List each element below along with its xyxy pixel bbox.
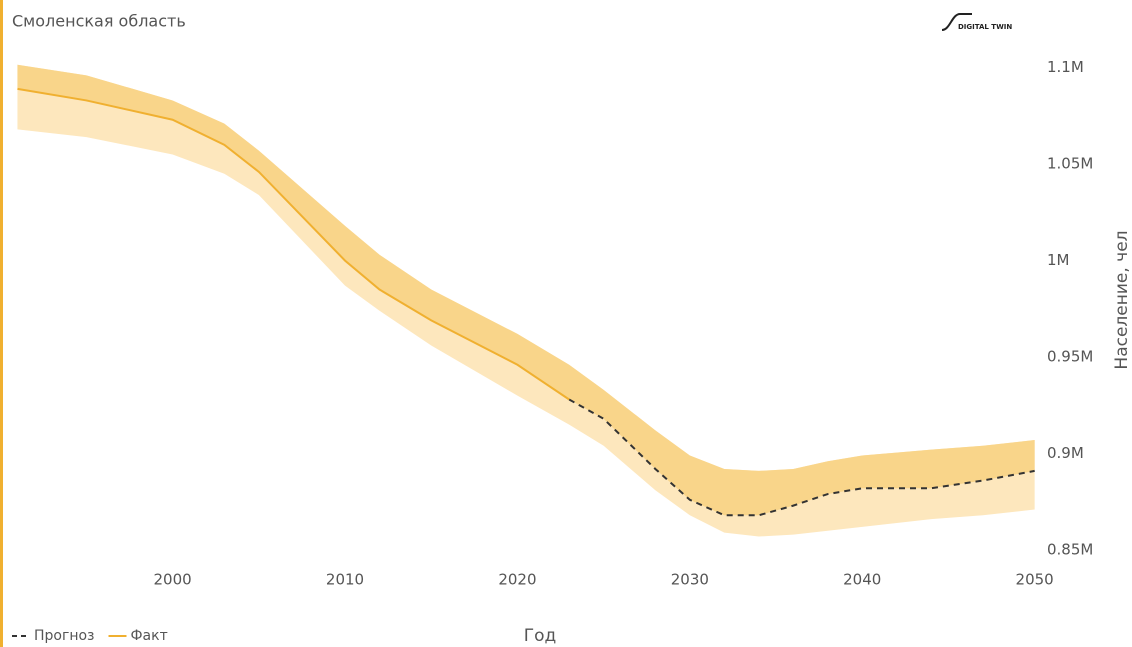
- left-border: [0, 0, 3, 647]
- x-tick-label: 2000: [154, 571, 192, 589]
- x-tick-label: 2050: [1016, 571, 1054, 589]
- x-tick-label: 2030: [671, 571, 709, 589]
- y-tick-label: 0.85M: [1047, 541, 1093, 559]
- y-tick-label: 1M: [1047, 251, 1070, 269]
- x-tick-label: 2010: [326, 571, 364, 589]
- logo: DIGITAL TWIN: [958, 23, 1012, 31]
- y-tick-label: 1.05M: [1047, 155, 1093, 173]
- x-tick-label: 2040: [843, 571, 881, 589]
- x-axis-label: Год: [524, 626, 557, 646]
- y-axis-label: Население, чел: [1112, 230, 1132, 369]
- y-tick-label: 0.9M: [1047, 444, 1084, 462]
- confidence-band-upper: [17, 64, 1035, 516]
- legend-label: Факт: [131, 628, 168, 644]
- y-tick-label: 1.1M: [1047, 58, 1084, 76]
- x-tick-label: 2020: [498, 571, 536, 589]
- logo-mark: [941, 13, 972, 31]
- chart-title: Смоленская область: [12, 12, 186, 31]
- legend-label: Прогноз: [34, 628, 95, 644]
- line: [568, 398, 1035, 517]
- y-tick-label: 0.95M: [1047, 348, 1093, 366]
- line: [17, 87, 570, 401]
